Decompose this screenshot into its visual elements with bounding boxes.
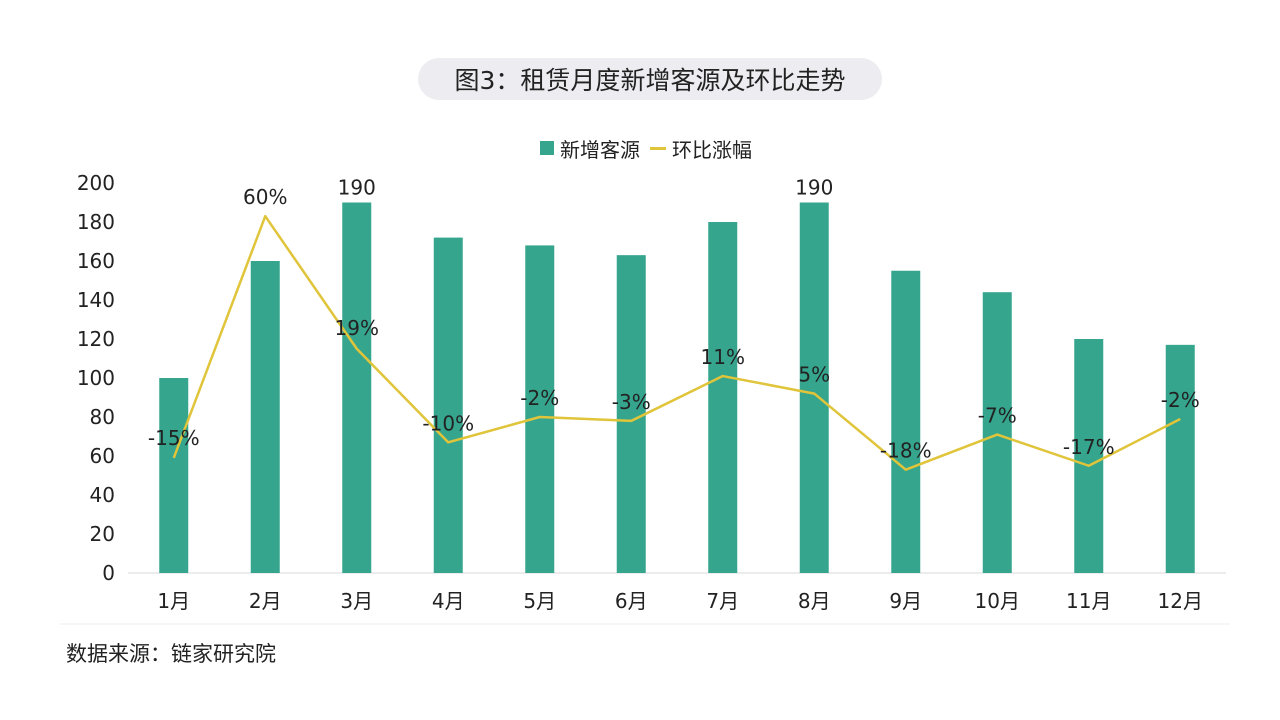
line-point-label: 5% — [798, 363, 830, 387]
bar-6 — [616, 255, 646, 573]
x-tick-label: 12月 — [1158, 589, 1203, 613]
bar-7 — [708, 222, 738, 573]
y-tick-label: 180 — [77, 210, 115, 234]
line-point-label: -17% — [1063, 435, 1115, 459]
line-point-label: -2% — [520, 386, 559, 410]
legend-line-label: 环比涨幅 — [672, 137, 752, 162]
line-point-label: 11% — [701, 345, 745, 369]
line-point-label: -10% — [422, 411, 474, 435]
y-tick-label: 160 — [77, 249, 115, 273]
y-tick-label: 120 — [77, 327, 115, 351]
x-tick-label: 11月 — [1066, 589, 1111, 613]
x-tick-label: 2月 — [249, 589, 282, 613]
bar-9 — [891, 270, 921, 573]
legend-line-swatch — [650, 146, 666, 150]
x-tick-label: 7月 — [706, 589, 739, 613]
y-tick-label: 140 — [77, 288, 115, 312]
bar-3 — [342, 202, 372, 573]
x-tick-label: 3月 — [340, 589, 373, 613]
bar-8 — [799, 202, 829, 573]
y-tick-label: 20 — [90, 522, 115, 546]
source-note: 数据来源：链家研究院 — [66, 642, 276, 666]
y-tick-label: 40 — [90, 483, 115, 507]
x-tick-label: 9月 — [889, 589, 922, 613]
legend-bar-label: 新增客源 — [560, 137, 640, 162]
line-point-label: -15% — [148, 426, 200, 450]
bar-2 — [250, 261, 280, 573]
y-tick-label: 80 — [90, 405, 115, 429]
line-point-label: 60% — [243, 185, 287, 209]
bar-1 — [159, 378, 189, 573]
chart-title-text: 图3：租赁月度新增客源及环比走势 — [454, 66, 846, 95]
y-tick-label: 0 — [102, 561, 115, 585]
x-tick-label: 1月 — [157, 589, 190, 613]
y-tick-label: 60 — [90, 444, 115, 468]
line-point-label: -18% — [880, 439, 932, 463]
growth-line — [172, 214, 1181, 471]
line-point-label: 19% — [335, 316, 379, 340]
bar-10 — [982, 292, 1012, 573]
x-tick-label: 5月 — [523, 589, 556, 613]
bar-value-label: 190 — [338, 176, 376, 200]
x-tick-label: 10月 — [975, 589, 1020, 613]
legend: 新增客源 环比涨幅 — [540, 135, 752, 162]
line-point-label: -2% — [1161, 388, 1200, 412]
chart-title: 图3：租赁月度新增客源及环比走势 — [418, 58, 882, 100]
line-point-label: -7% — [978, 404, 1017, 428]
bar-12 — [1165, 344, 1195, 573]
x-tick-label: 4月 — [432, 589, 465, 613]
y-tick-label: 200 — [77, 171, 115, 195]
bar-5 — [525, 245, 555, 573]
legend-bar-swatch — [540, 141, 554, 155]
bar-value-label: 190 — [795, 176, 833, 200]
bar-4 — [433, 237, 463, 573]
bar-11 — [1074, 339, 1104, 573]
y-tick-label: 100 — [77, 366, 115, 390]
line-point-label: -3% — [612, 390, 651, 414]
x-tick-label: 6月 — [615, 589, 648, 613]
x-tick-label: 8月 — [798, 589, 831, 613]
